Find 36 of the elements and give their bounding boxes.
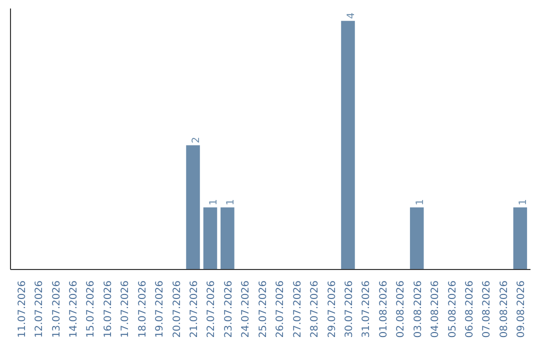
x-tick-label: 06.08.2026 bbox=[464, 280, 476, 338]
x-tick-label: 07.08.2026 bbox=[482, 280, 493, 338]
x-tick-label: 29.07.2026 bbox=[326, 280, 338, 338]
x-tick-label: 01.08.2026 bbox=[378, 280, 390, 338]
x-tick-label: 02.08.2026 bbox=[396, 280, 407, 338]
data-label: 1 bbox=[208, 198, 220, 206]
data-label: 2 bbox=[191, 136, 202, 144]
x-tick-label: 19.07.2026 bbox=[154, 280, 166, 338]
x-tick-label: 27.07.2026 bbox=[292, 280, 304, 338]
x-tick-label: 12.07.2026 bbox=[34, 280, 46, 338]
x-tick-label: 15.07.2026 bbox=[86, 280, 97, 338]
x-tick-label: 23.07.2026 bbox=[223, 280, 234, 338]
x-tick-label: 04.08.2026 bbox=[430, 280, 442, 338]
x-tick-label: 31.07.2026 bbox=[361, 280, 372, 338]
x-tick-label: 11.07.2026 bbox=[16, 280, 28, 338]
x-tick-label: 05.08.2026 bbox=[447, 280, 458, 338]
x-tick-label: 09.08.2026 bbox=[516, 280, 528, 338]
x-tick-label: 30.07.2026 bbox=[344, 280, 355, 338]
x-tick-label: 26.07.2026 bbox=[275, 280, 286, 338]
x-tick-label: 17.07.2026 bbox=[120, 280, 132, 338]
x-tick-label: 25.07.2026 bbox=[258, 280, 269, 338]
x-tick-label: 08.08.2026 bbox=[498, 280, 510, 338]
x-tick-label: 20.07.2026 bbox=[172, 280, 183, 338]
x-tick-label: 14.07.2026 bbox=[68, 280, 80, 338]
x-tick-label: 16.07.2026 bbox=[102, 280, 114, 338]
data-label: 4 bbox=[346, 12, 358, 19]
x-tick-label: 22.07.2026 bbox=[206, 280, 218, 338]
data-label: 1 bbox=[518, 198, 530, 206]
x-tick-label: 24.07.2026 bbox=[240, 280, 252, 338]
x-tick-label: 18.07.2026 bbox=[137, 280, 148, 338]
x-tick-label: 13.07.2026 bbox=[51, 280, 62, 338]
data-label: 1 bbox=[414, 198, 426, 206]
data-label: 1 bbox=[226, 198, 237, 206]
x-tick-label: 03.08.2026 bbox=[412, 280, 424, 338]
x-tick-label: 21.07.2026 bbox=[189, 280, 200, 338]
x-tick-label: 28.07.2026 bbox=[310, 280, 321, 338]
